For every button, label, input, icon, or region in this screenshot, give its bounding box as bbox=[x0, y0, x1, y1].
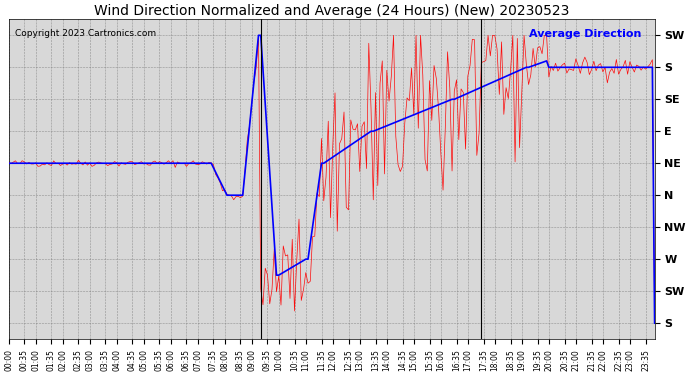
Title: Wind Direction Normalized and Average (24 Hours) (New) 20230523: Wind Direction Normalized and Average (2… bbox=[94, 4, 569, 18]
Text: Copyright 2023 Cartronics.com: Copyright 2023 Cartronics.com bbox=[15, 29, 156, 38]
Text: Average Direction: Average Direction bbox=[529, 29, 642, 39]
